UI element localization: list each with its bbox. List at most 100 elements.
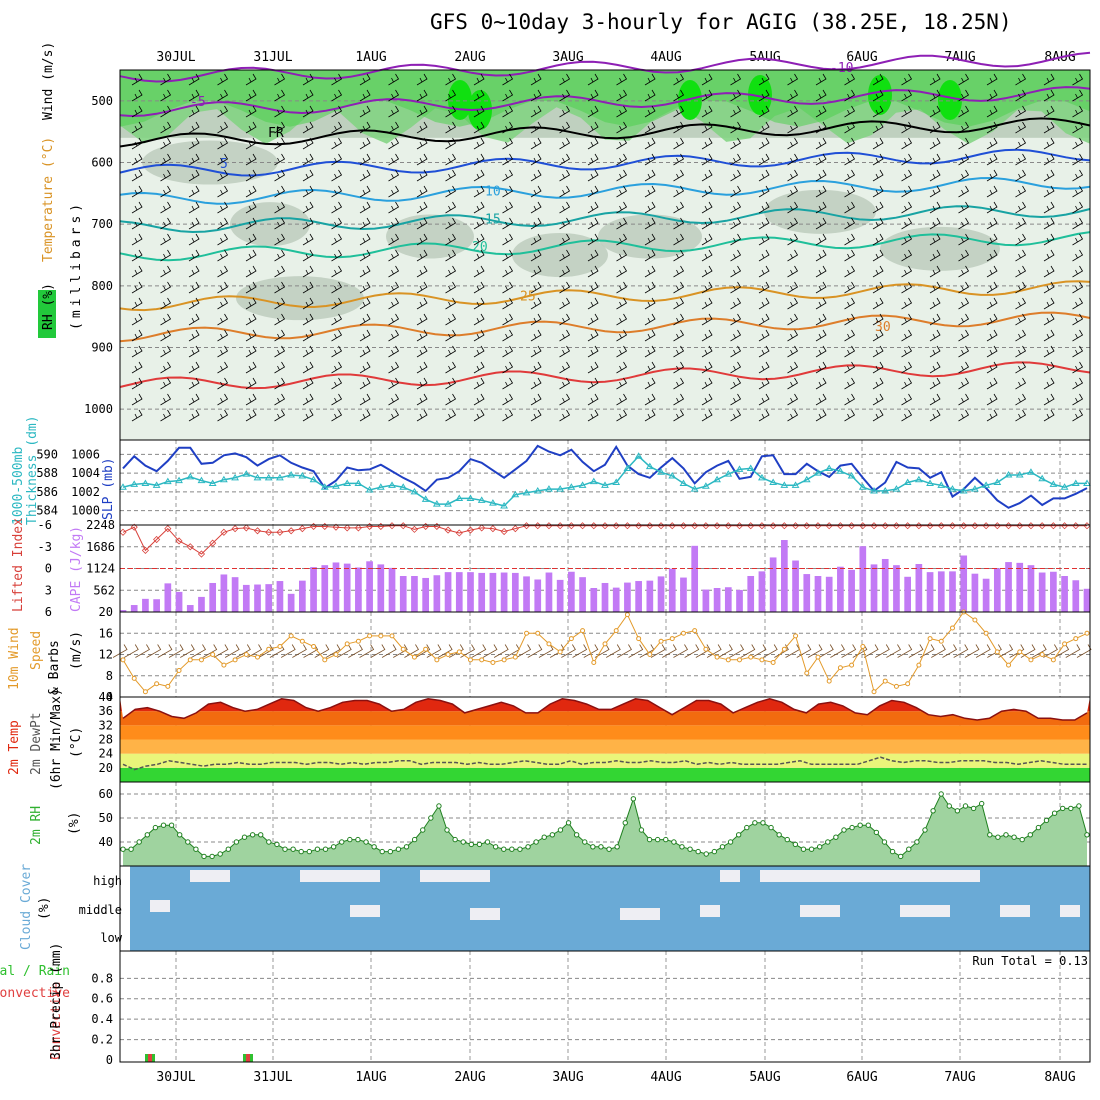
wind-barb [929,201,941,214]
date-label-top: 1AUG [355,50,386,65]
wind-barb [388,281,400,294]
wind-speed-marker [389,633,395,639]
wind-speed-marker [669,636,675,642]
wind-barb-10m [157,644,173,658]
wind-barb-10m [247,644,263,658]
lifted-marker [298,525,306,533]
wind-barb [388,89,400,102]
thickness-marker [903,478,912,485]
wind-barb [530,409,542,422]
thickness-marker [937,481,946,488]
lifted-marker [500,527,508,536]
wind-barb [958,377,970,390]
wind-barb [1043,121,1055,134]
wind-speed-marker [467,657,473,663]
wind-barb [160,265,172,278]
cape-bar [534,579,542,612]
wind-barb [131,329,143,342]
wind-barb [787,217,799,230]
wind-barb [929,313,941,326]
wind-barb [245,201,257,214]
tick-label: 584 [36,504,58,518]
rh-marker [995,834,1001,840]
cloud-gap [900,905,950,917]
cloud-gap [420,870,490,882]
cape-bar [175,591,183,612]
wind-speed-marker [871,689,877,695]
wind-barb [616,249,628,262]
cloud-gap [760,870,980,882]
thickness-marker [746,464,755,471]
rh-marker [168,822,175,828]
wind-barb [758,185,770,198]
wind-barb [701,297,713,310]
wind-barb-10m [180,644,195,658]
wind-barb [815,73,827,86]
wind-barb [587,89,599,102]
wind-barb [644,201,656,214]
wind-barb [188,105,200,118]
cape-bar [130,605,138,612]
lifted-marker [444,526,452,534]
wind-barb [1015,89,1027,102]
wind-barb [787,121,799,134]
wind-speed-marker [445,652,451,657]
thickness-marker [713,475,721,483]
wind-barb [217,121,229,134]
wind-barb [245,137,257,150]
thickness-marker [802,475,811,483]
wind-barb [1072,169,1084,182]
wind-barb [502,377,514,390]
thickness-marker [982,481,990,488]
wind-ylabels2: Speed [29,631,44,670]
wind-barb [1043,297,1055,310]
wind-barb [787,281,799,294]
lifted-marker [220,528,228,536]
cape-bar [769,557,777,612]
wind-speed-marker [512,654,518,660]
wind-barb [1015,105,1027,118]
lifted-marker [175,537,183,545]
wind-barb [815,137,827,150]
rh-marker [1043,817,1050,824]
cape-bar [299,580,306,612]
wind-barb [673,361,685,374]
wind-barb [758,313,770,326]
wind-barb [644,217,656,230]
rh-marker [1019,836,1025,843]
wind-barb [872,185,884,198]
wind-speed-marker [882,678,888,684]
cape-bar [523,576,530,612]
wind-barb [616,345,628,358]
rh-patch [386,214,474,259]
wind-barb [701,249,713,262]
wind-barb [986,137,998,150]
cape-bar [142,598,149,612]
wind-barb [131,297,143,310]
thickness-marker [264,473,273,481]
wind-barb-10m [370,644,386,658]
lifted-marker [197,550,206,558]
wind-barb [160,73,172,86]
wind-barb [986,185,998,198]
wind-barb [274,361,286,374]
wind-barb [530,329,542,342]
wind-barb [131,281,143,294]
rh-marker [565,820,572,826]
thickness-marker [231,473,239,481]
rh-marker [347,836,353,843]
wind-barb [616,297,628,310]
wind-barb [473,233,485,246]
wind-barb [1072,217,1084,230]
wind-speed-marker [849,662,855,668]
wind-barb [388,377,400,390]
thickness-marker [298,471,307,479]
rh-marker [906,846,912,852]
wind-barb [844,361,856,374]
wind-barb [359,105,371,118]
wind-barb [872,329,884,342]
wind-barb [160,121,172,134]
wind-speed-marker [378,633,384,639]
cloud-units-label: (%) [37,897,52,920]
